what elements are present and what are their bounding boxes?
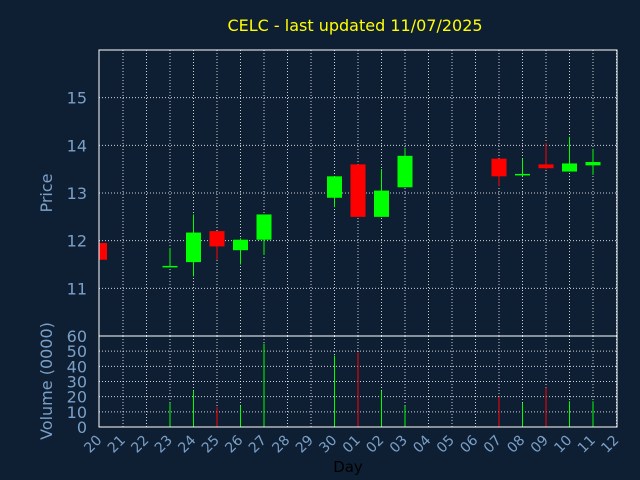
volume-tick-label: 60 xyxy=(67,327,87,346)
volume-axis-label: Volume (0000) xyxy=(37,322,56,440)
volume-panel-frame xyxy=(98,335,618,428)
candle-body xyxy=(186,232,201,263)
volume-bars xyxy=(169,343,594,427)
candle-body xyxy=(162,265,178,268)
volume-tick-label: 10 xyxy=(67,403,87,422)
volume-tick-label: 40 xyxy=(67,357,87,376)
candle-body xyxy=(538,164,554,169)
candle-body xyxy=(327,176,342,198)
candle-body xyxy=(256,214,272,240)
price-axis: 11 12 13 14 15 xyxy=(67,89,87,299)
price-tick-label: 15 xyxy=(67,89,87,108)
day-axis: 20 21 22 23 24 25 26 27 28 29 30 01 02 03 04 05 06 07 08 09… xyxy=(81,432,622,456)
candle-body xyxy=(562,163,577,172)
volume-tick-label: 0 xyxy=(77,418,87,437)
candle-body xyxy=(374,190,389,217)
candle-body xyxy=(397,155,413,188)
candle-body xyxy=(209,231,225,247)
volume-tick-label: 50 xyxy=(67,342,87,361)
price-tick-label: 13 xyxy=(67,184,87,203)
candle-body xyxy=(99,243,107,260)
price-tick-label: 11 xyxy=(67,279,87,298)
volume-tick-label: 30 xyxy=(67,373,87,392)
candle-body xyxy=(233,239,248,251)
price-tick-label: 14 xyxy=(67,136,87,155)
price-tick-label: 12 xyxy=(67,232,87,251)
candle-body xyxy=(491,158,507,177)
candle-body xyxy=(585,162,601,166)
volume-tick-label: 20 xyxy=(67,388,87,407)
chart-title: CELC - last updated 11/07/2025 xyxy=(227,16,482,35)
x-axis-label: Day xyxy=(333,458,363,476)
candle-body xyxy=(350,164,366,217)
candle-body xyxy=(515,173,530,176)
candles xyxy=(99,136,601,277)
price-axis-label: Price xyxy=(37,173,56,212)
